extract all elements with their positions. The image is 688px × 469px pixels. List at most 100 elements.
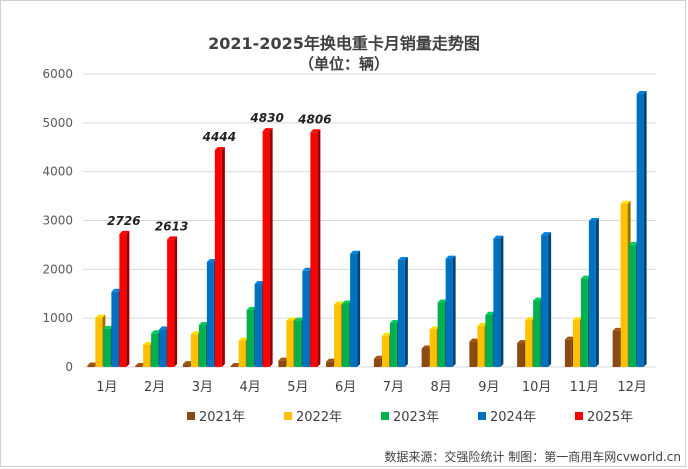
y-tick-label: 4000 [42, 165, 73, 179]
y-tick-label: 3000 [42, 214, 73, 228]
bar-front [206, 262, 214, 367]
bar-top [190, 331, 201, 335]
bar-top [159, 326, 170, 330]
bar [167, 236, 178, 367]
bar-top [429, 326, 440, 330]
bar-front [373, 358, 381, 367]
bar-top [588, 217, 599, 221]
x-tick-label: 6月 [335, 380, 356, 395]
bar [214, 146, 225, 367]
gridlines [83, 73, 656, 368]
legend-label: 2025年 [587, 410, 633, 425]
bar-front [517, 343, 525, 367]
x-tick-label: 3月 [192, 380, 213, 395]
bar-front [572, 320, 580, 367]
bar-top [334, 301, 345, 305]
bar-top [238, 337, 249, 341]
bar-front [533, 300, 541, 367]
bar-top [381, 332, 392, 336]
legend-item: 2023年 [381, 410, 439, 425]
y-axis-ticks: 0 1000 2000 3000 4000 5000 6000 [42, 67, 73, 374]
bar-top [206, 259, 217, 263]
bar-front [246, 309, 254, 367]
bar-top [254, 280, 265, 284]
legend-swatch [575, 412, 583, 420]
y-tick-label: 5000 [42, 116, 73, 130]
x-tick-label: 2月 [144, 380, 165, 395]
bar-top [230, 363, 241, 367]
data-labels: 2726 2613 4444 4830 4806 [107, 111, 331, 233]
bar-top [143, 342, 154, 346]
bar-front [580, 278, 588, 367]
bar [350, 250, 361, 367]
bar-front [119, 233, 127, 367]
bar-top [302, 267, 313, 271]
bar-front [190, 334, 198, 367]
bar-front [254, 283, 262, 367]
x-tick-label: 5月 [287, 380, 308, 395]
bar-side [452, 255, 456, 367]
bar-side [500, 235, 504, 367]
bar-top [326, 358, 337, 362]
bar-front [397, 260, 405, 367]
bar-top [373, 355, 384, 359]
bar-front [111, 291, 119, 367]
legend-item: 2021年 [187, 410, 245, 425]
bar-front [493, 238, 501, 367]
x-tick-label: 1月 [96, 380, 117, 395]
x-axis-ticks: 1月 2月 3月 4月 5月 6月 7月 8月 9月 10月 11月 12月 [96, 380, 647, 395]
data-label: 4830 [249, 111, 283, 125]
bar-top [278, 357, 289, 361]
bar-top [262, 128, 273, 132]
bar-front [182, 364, 190, 367]
data-label: 4444 [202, 130, 236, 144]
bar-front [541, 235, 549, 367]
bar-top [517, 340, 528, 344]
bar [541, 232, 552, 367]
legend-swatch [478, 412, 486, 420]
bar [262, 128, 273, 367]
bar-front [445, 258, 453, 367]
bar-front [214, 149, 222, 367]
legend-swatch [381, 412, 389, 420]
bar-front [469, 341, 477, 367]
data-label: 4806 [297, 112, 331, 126]
bar-side [269, 128, 273, 367]
data-label: 2726 [107, 214, 140, 228]
bar-front [326, 361, 334, 367]
bar-top [636, 91, 647, 95]
bar-front [302, 270, 310, 367]
bar-front [294, 320, 302, 367]
bar-front [429, 329, 437, 367]
chart-title: 2021-2025年换电重卡月销量走势图 [208, 34, 480, 53]
bar-top [294, 317, 305, 321]
bar-front [159, 329, 167, 367]
bar [310, 129, 321, 367]
bar-front [286, 320, 294, 367]
bar-top [389, 320, 400, 324]
bar [397, 257, 408, 367]
bar-front [620, 203, 628, 367]
y-tick-label: 0 [65, 360, 73, 374]
bar-front [564, 339, 572, 367]
y-tick-label: 1000 [42, 311, 73, 325]
bar [119, 230, 130, 367]
bar-front [151, 333, 159, 367]
bar-front [636, 94, 644, 367]
bar-top [612, 327, 623, 331]
bar-side [174, 236, 178, 367]
legend-swatch [284, 412, 292, 420]
legend-label: 2022年 [296, 410, 342, 425]
bar-front [437, 302, 445, 367]
bar-top [421, 345, 432, 349]
bar-top [564, 336, 575, 340]
legend-swatch [187, 412, 195, 420]
bar-top [103, 325, 114, 329]
bar-top [469, 338, 480, 342]
bar-side [404, 257, 408, 367]
bar-top [533, 297, 544, 301]
bar-top [167, 236, 178, 240]
x-tick-label: 9月 [478, 380, 499, 395]
x-tick-label: 4月 [239, 380, 260, 395]
